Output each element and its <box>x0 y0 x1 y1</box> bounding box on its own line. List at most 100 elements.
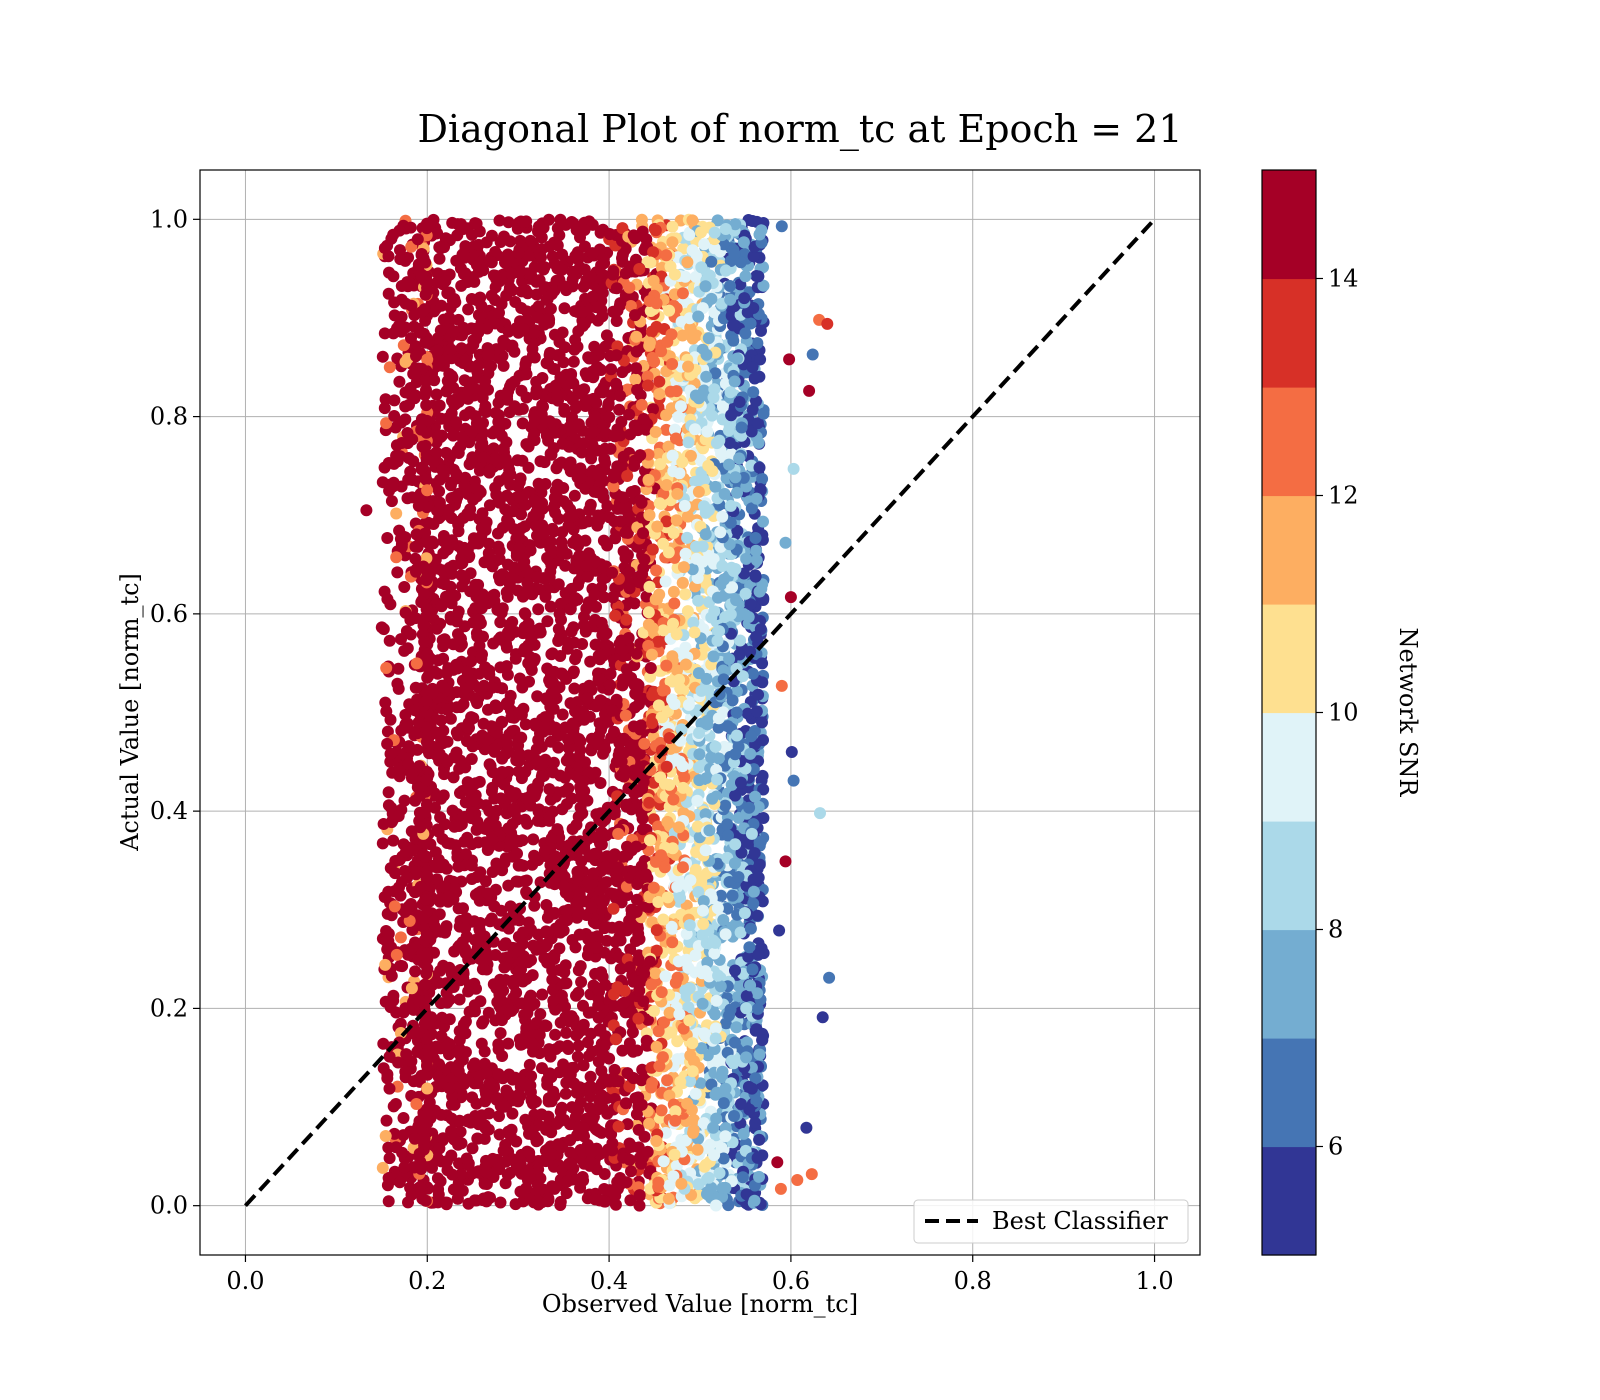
scatter-point <box>513 914 526 927</box>
scatter-point <box>483 1077 496 1090</box>
scatter-point <box>420 399 433 412</box>
scatter-point <box>575 976 588 988</box>
scatter-point <box>390 507 403 520</box>
scatter-point <box>485 256 498 269</box>
scatter-point <box>487 637 500 650</box>
scatter-point <box>514 1185 527 1198</box>
scatter-point <box>560 977 573 990</box>
scatter-point <box>528 415 541 427</box>
scatter-point <box>513 706 525 719</box>
scatter-point <box>401 492 414 505</box>
scatter-point <box>384 1001 397 1014</box>
scatter-point <box>557 495 570 508</box>
scatter-point <box>529 717 541 730</box>
scatter-point <box>520 792 533 805</box>
scatter-point <box>523 1146 536 1159</box>
scatter-point <box>500 641 513 654</box>
scatter-point <box>516 938 529 950</box>
scatter-point <box>486 681 499 694</box>
scatter-point <box>588 412 601 425</box>
scatter-point <box>392 810 405 822</box>
scatter-point <box>522 916 535 929</box>
scatter-point <box>419 388 431 401</box>
scatter-point <box>566 1101 578 1114</box>
scatter-point <box>390 551 403 564</box>
scatter-point <box>459 409 472 422</box>
scatter-point <box>552 458 565 471</box>
scatter-point <box>443 368 456 380</box>
scatter-point <box>514 1038 527 1051</box>
scatter-point <box>443 1013 456 1026</box>
scatter-point <box>502 879 515 892</box>
scatter-point <box>444 343 457 356</box>
scatter-point <box>497 1144 510 1157</box>
scatter-point <box>390 439 403 452</box>
scatter-point <box>382 786 395 799</box>
scatter-point <box>461 721 474 734</box>
scatter-point <box>409 368 422 381</box>
scatter-point <box>584 498 597 511</box>
scatter-point <box>516 975 529 988</box>
scatter-point <box>544 600 557 613</box>
scatter-point <box>417 913 430 926</box>
scatter-point <box>520 391 533 404</box>
scatter-point <box>580 274 593 287</box>
scatter-point <box>586 247 599 260</box>
scatter-point <box>462 1074 475 1087</box>
scatter-point <box>496 766 509 779</box>
scatter-point <box>381 532 394 544</box>
scatter-point <box>459 922 472 935</box>
scatter-point <box>546 973 559 986</box>
scatter-point <box>522 440 535 453</box>
scatter-point <box>518 607 531 620</box>
scatter-point <box>507 802 520 815</box>
scatter-point <box>456 557 469 570</box>
scatter-point <box>416 440 429 453</box>
scatter-point <box>478 1045 491 1058</box>
scatter-point <box>480 733 493 746</box>
scatter-point <box>396 876 408 888</box>
scatter-point <box>384 747 397 760</box>
scatter-point <box>481 322 494 335</box>
scatter-point <box>443 503 455 516</box>
scatter-point <box>410 565 422 578</box>
scatter-point <box>418 850 431 863</box>
scatter-point <box>552 578 565 591</box>
scatter-point <box>525 1092 538 1105</box>
scatter-point <box>544 565 557 578</box>
scatter-point <box>564 1063 577 1076</box>
scatter-point <box>453 993 466 1006</box>
scatter-point <box>560 1187 573 1200</box>
scatter-point <box>533 220 545 233</box>
scatter-point <box>528 261 541 274</box>
scatter-point <box>559 721 572 734</box>
scatter-point <box>402 740 415 753</box>
scatter-point <box>525 661 537 674</box>
scatter-point <box>409 540 422 553</box>
scatter-point <box>553 942 566 955</box>
scatter-point <box>474 995 487 1008</box>
scatter-point <box>452 395 465 408</box>
scatter-point <box>599 743 612 756</box>
scatter-point <box>585 452 598 465</box>
scatter-point <box>393 224 406 237</box>
scatter-point <box>440 385 453 398</box>
scatter-point <box>593 1194 606 1207</box>
scatter-point <box>519 813 532 826</box>
scatter-point <box>528 428 541 441</box>
scatter-point <box>517 926 529 939</box>
scatter-point <box>480 516 493 529</box>
scatter-point <box>597 591 610 604</box>
scatter-point <box>457 1018 470 1031</box>
scatter-point <box>506 818 519 830</box>
scatter-point <box>393 1176 406 1189</box>
scatter-point <box>571 1050 584 1063</box>
scatter-point <box>505 378 518 390</box>
scatter-point <box>650 564 663 577</box>
scatter-point <box>494 1196 507 1209</box>
scatter-point <box>467 338 480 351</box>
scatter-point <box>473 775 486 788</box>
scatter-point <box>464 360 477 373</box>
scatter-point <box>577 317 590 330</box>
scatter-point <box>482 1006 495 1019</box>
